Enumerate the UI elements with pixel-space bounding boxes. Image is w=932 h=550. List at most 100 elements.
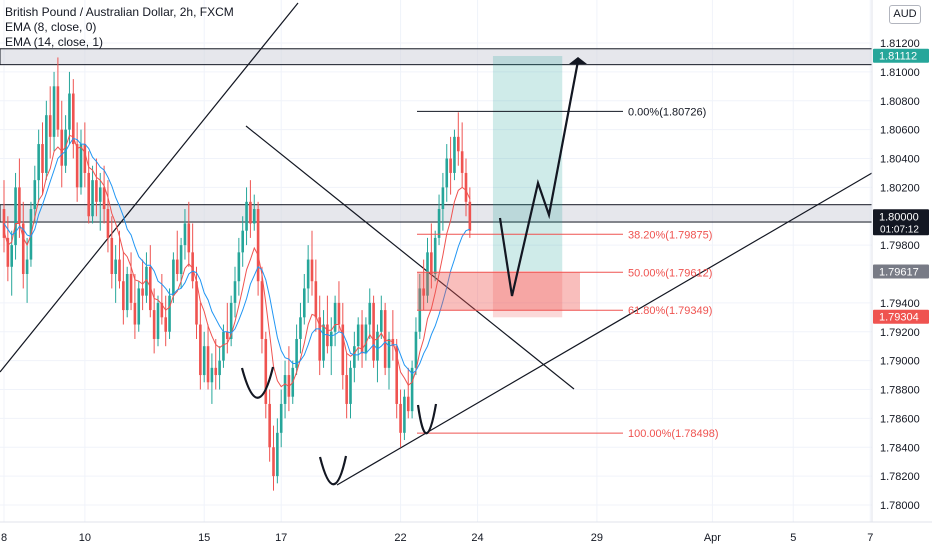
time-tick-label: 8 [1,532,7,544]
time-axis[interactable]: 8 10 15 17 22 24 29 Apr 5 7 [0,521,932,550]
candle-body [329,331,333,347]
candle-body [206,346,210,383]
price-tick-label: 1.78800 [880,385,920,397]
price-badge-label: 1.79304 [879,312,919,324]
candle-body [87,172,90,217]
candle-body [95,180,98,202]
price-tick-label: 1.80400 [880,154,920,166]
chart-title[interactable]: British Pound / Australian Dollar, 2h, F… [5,5,234,19]
candle-body [252,209,256,224]
candle-body [210,367,214,383]
candle-body [98,187,102,202]
price-tick-label: 1.81000 [880,67,920,79]
price-tick-label: 1.81200 [880,38,920,50]
price-tick-label: 1.78200 [880,471,920,483]
candle-body [226,331,229,339]
indicator-ema-14[interactable]: EMA (14, close, 1) [5,35,104,49]
candle-body [295,338,298,368]
candle-body [137,288,141,325]
currency-button[interactable]: AUD [889,5,921,24]
sr-zone [0,204,873,223]
time-tick-label: 10 [79,532,91,544]
candle-body [10,245,13,267]
candle-body [145,266,148,296]
candle-body [199,324,202,376]
price-tick-label: 1.79400 [880,298,920,310]
candle-body [303,288,306,318]
indicator-ema-8[interactable]: EMA (8, close, 0) [5,20,97,34]
candle-body [460,151,464,173]
candle-body [433,237,437,274]
candle-body [179,245,183,274]
price-tick-label: 1.78400 [880,442,920,454]
candle-body [299,317,302,339]
candle-body [437,209,441,238]
price-axis[interactable] [871,0,932,522]
fibonacci-retracement[interactable]: 0.00%(1.80726) 38.20%(1.79875) 50.00%(1.79… [417,106,719,440]
candle-body [168,295,171,332]
candle-body [110,237,114,274]
candle-body [164,317,167,332]
price-tick-label: 1.79800 [880,240,920,252]
candle-body [453,136,456,173]
price-badge-bg [873,264,929,279]
candle-body [122,281,125,311]
candle-body [380,310,383,332]
candle-body [326,324,329,347]
candle-body [368,302,372,325]
candle-body [360,324,364,354]
candle-body [468,201,472,231]
candle-body [318,317,321,361]
candle-body [464,172,468,202]
candle-body [237,252,241,282]
price-axis-bg [872,0,932,522]
price-badge-label: 1.79617 [879,267,919,279]
candle-body [406,396,410,412]
long-position-tool[interactable] [492,55,563,318]
price-tick-label: 1.78600 [880,413,920,425]
candle-body [449,158,452,173]
fib-golden-zone [417,272,580,311]
candle-body [218,360,221,376]
candle-body [175,259,179,274]
candle-body [245,201,248,231]
candle-body [229,302,233,339]
price-tick-label: 1.79200 [880,327,920,339]
ema-14-line [3,137,471,375]
candle-body [160,302,164,318]
candle-body [91,180,94,217]
price-badge-bg [873,48,929,63]
candle-body [2,209,6,238]
candles [2,57,472,491]
candle-body [314,281,318,318]
candle-body [457,136,460,152]
candle-body [102,187,106,210]
candle-body [353,346,356,368]
time-tick-label: 29 [591,532,603,544]
candle-body [441,187,445,210]
candle-body [45,115,48,173]
candle-body [172,259,175,296]
price-tick-label: 1.80200 [880,182,920,194]
candle-body [125,274,129,311]
candle-body [414,331,418,368]
candle-body [310,259,314,282]
candle-body [75,144,79,188]
price-badge-label: 1.80000 [879,211,919,223]
candle-body [141,288,144,296]
candle-body [403,396,406,433]
candle-body [60,129,64,166]
candle-body [118,259,121,282]
stop-zone [492,271,563,318]
price-tick-label: 1.80600 [880,125,920,137]
candle-body [430,252,433,274]
fib-level-label: 61.80%(1.79349) [628,305,712,317]
time-tick-label: 22 [394,532,406,544]
candle-body [337,302,341,325]
candle-body [6,237,10,267]
fib-level-label: 100.00%(1.78498) [628,428,719,440]
candle-body [21,223,25,274]
